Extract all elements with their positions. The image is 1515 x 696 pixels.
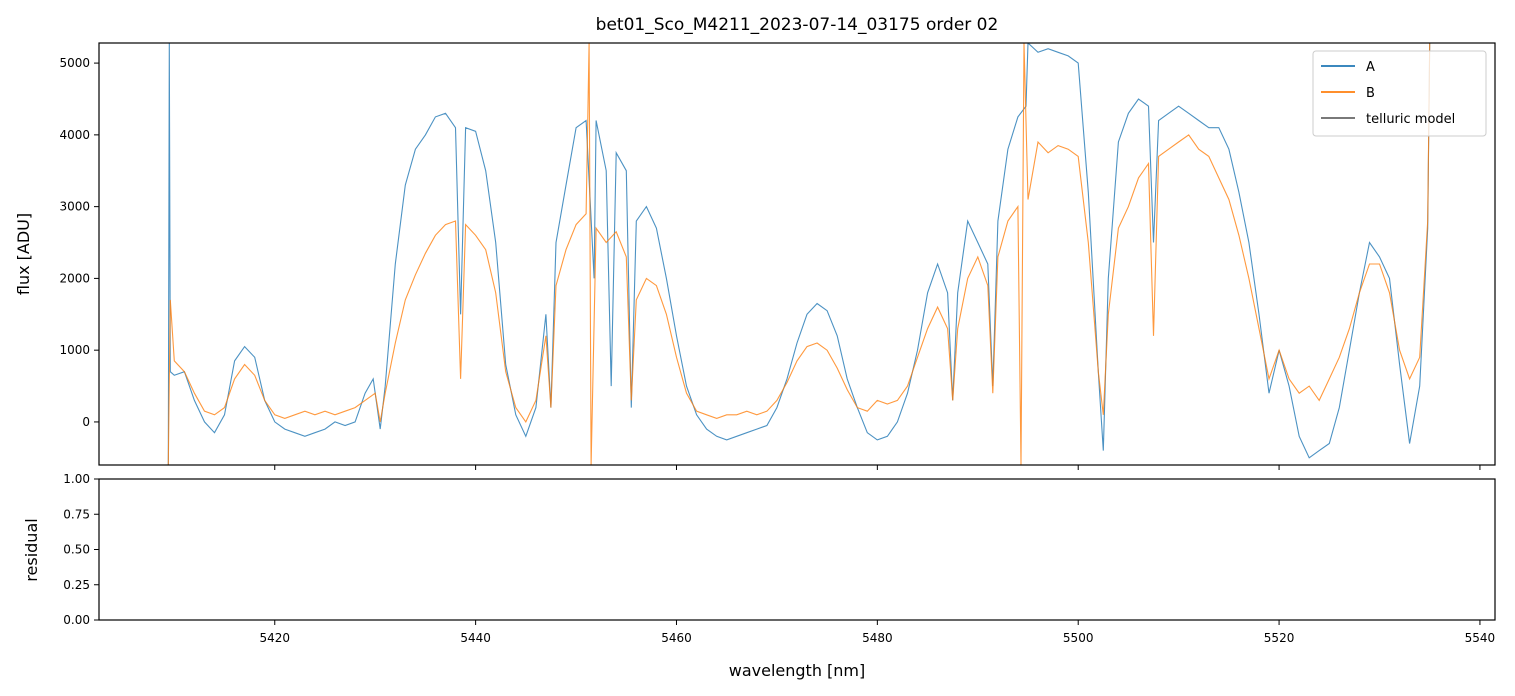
chart-title: bet01_Sco_M4211_2023-07-14_03175 order 0… [596,15,999,35]
spectrum-y-tick-label: 0 [82,415,90,429]
series-line-b [167,43,1431,465]
residual-y-tick-label: 1.00 [63,472,90,486]
residual-y-axis-label: residual [22,518,41,581]
x-tick-label: 5480 [862,631,893,645]
legend-box [1312,50,1487,137]
legend-label: A [1366,60,1375,75]
legend-label: telluric model [1366,112,1455,127]
spectrum-y-tick-label: 1000 [59,343,90,357]
residual-y-tick-label: 0.50 [63,543,90,557]
spectrum-y-tick-label: 5000 [59,56,90,70]
residual-panel: 0.00 0.25 0.50 0.75 1.00 5420 5440 5460 5480 550… [22,472,1496,680]
residual-axes-frame [98,478,1496,621]
x-tick-label: 5520 [1264,631,1295,645]
x-tick-label: 5440 [460,631,491,645]
spectrum-y-tick-label: 4000 [59,128,90,142]
x-tick-label: 5420 [259,631,290,645]
x-tick-label: 5460 [661,631,692,645]
spectrum-panel: 0 1000 2000 3000 4000 5000 flux [ADU] [14,42,1496,470]
residual-y-tick-label: 0.75 [63,507,90,521]
residual-y-tick-label: 0.25 [63,578,90,592]
spectrum-axes-frame [98,42,1496,466]
x-tick-label: 5500 [1063,631,1094,645]
residual-y-tick-label: 0.00 [63,613,90,627]
x-tick-label: 5540 [1465,631,1496,645]
spectrum-y-tick-label: 2000 [59,271,90,285]
x-axis-label: wavelength [nm] [729,661,866,680]
spectrum-y-axis-label: flux [ADU] [14,213,33,295]
series-line-a [167,43,1431,465]
spectrum-y-tick-label: 3000 [59,200,90,214]
legend-label: B [1366,86,1375,101]
